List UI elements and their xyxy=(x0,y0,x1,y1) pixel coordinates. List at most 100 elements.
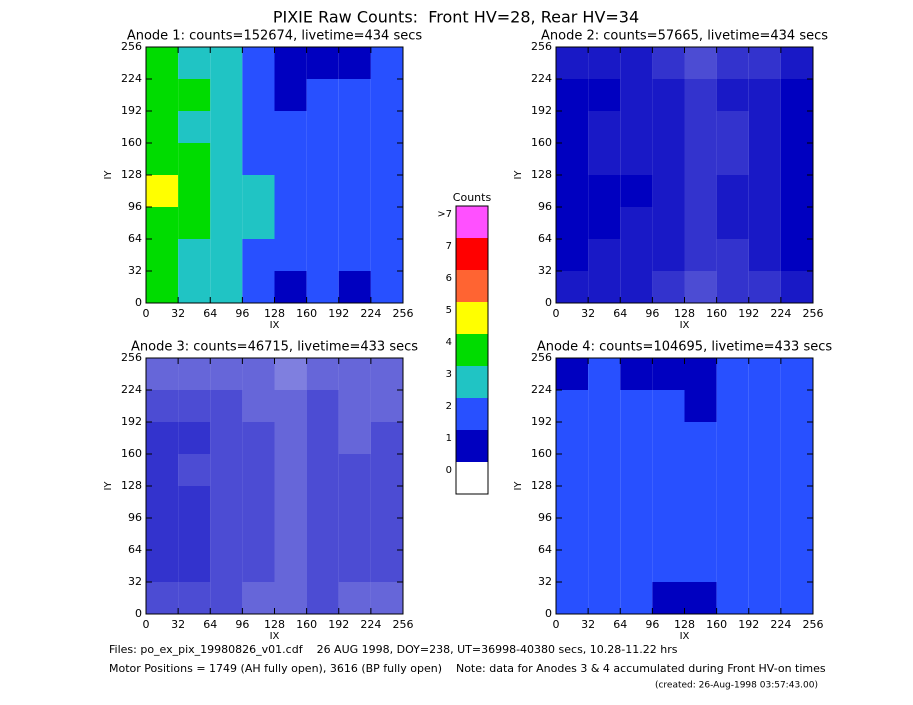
heatmap-cell xyxy=(652,207,685,239)
heatmap-cell xyxy=(748,79,781,111)
heatmap-cell xyxy=(274,239,307,271)
heatmap-cell xyxy=(748,422,781,454)
heatmap-cell xyxy=(652,518,685,550)
y-tick-label: 0 xyxy=(545,607,552,620)
heatmap-cell xyxy=(274,79,307,111)
colorbar-label: 2 xyxy=(446,401,452,412)
heatmap-cell xyxy=(588,271,621,303)
heatmap-cell xyxy=(274,175,307,207)
colorbar-label: 1 xyxy=(446,433,452,444)
panel-title: Anode 4: counts=104695, livetime=433 sec… xyxy=(537,340,833,355)
heatmap-cell xyxy=(178,47,211,79)
y-tick-label: 192 xyxy=(121,415,142,428)
heatmap-cell xyxy=(588,518,621,550)
heatmap-cell xyxy=(588,175,621,207)
x-tick-label: 192 xyxy=(328,307,349,320)
y-tick-label: 64 xyxy=(538,232,552,245)
heatmap-cell xyxy=(556,239,589,271)
x-tick-label: 256 xyxy=(803,618,824,631)
heatmap-cell xyxy=(620,111,653,143)
heatmap-cell xyxy=(274,207,307,239)
heatmap-cell xyxy=(556,454,589,486)
heatmap-cell xyxy=(274,358,307,390)
color-swatch xyxy=(456,462,488,494)
heatmap-cell xyxy=(620,271,653,303)
heatmap-cell xyxy=(274,486,307,518)
heatmap-cell xyxy=(620,47,653,79)
heatmap-cell xyxy=(338,239,371,271)
heatmap-cell xyxy=(146,358,179,390)
x-tick-label: 64 xyxy=(613,618,627,631)
panel-title: Anode 3: counts=46715, livetime=433 secs xyxy=(131,340,418,355)
heatmap-cell xyxy=(748,143,781,175)
colorbar-label: 5 xyxy=(446,305,452,316)
heatmap-cell xyxy=(684,422,717,454)
heatmap-cell xyxy=(338,79,371,111)
heatmap-cell xyxy=(242,143,275,175)
heatmap-cell xyxy=(588,550,621,582)
footer-created: (created: 26-Aug-1998 03:57:43.00) xyxy=(655,681,818,691)
heatmap-cell xyxy=(146,454,179,486)
heatmap-cell xyxy=(338,486,371,518)
heatmap-cell xyxy=(588,486,621,518)
x-tick-label: 32 xyxy=(171,307,185,320)
heatmap-cell xyxy=(306,271,339,303)
y-tick-label: 224 xyxy=(121,72,142,85)
heatmap-cell xyxy=(556,390,589,422)
y-tick-label: 224 xyxy=(531,383,552,396)
x-tick-label: 256 xyxy=(393,618,414,631)
heatmap-cell xyxy=(780,454,813,486)
heatmap-cell xyxy=(274,390,307,422)
heatmap-cell xyxy=(716,47,749,79)
heatmap-cell xyxy=(338,358,371,390)
heatmap-cell xyxy=(556,422,589,454)
heatmap-cell xyxy=(306,518,339,550)
heatmap-cell xyxy=(652,79,685,111)
heatmap-cell xyxy=(146,207,179,239)
heatmap-cell xyxy=(684,175,717,207)
heatmap-cell xyxy=(652,111,685,143)
heatmap-cell xyxy=(306,79,339,111)
heatmap-cell xyxy=(780,550,813,582)
heatmap-cell xyxy=(242,47,275,79)
heatmap-cell xyxy=(684,390,717,422)
colorbar-label: >7 xyxy=(437,209,452,220)
x-tick-label: 256 xyxy=(803,307,824,320)
heatmap-cell xyxy=(306,550,339,582)
heatmap-cell xyxy=(242,582,275,614)
heatmap-cell xyxy=(556,486,589,518)
heatmap-cell xyxy=(556,175,589,207)
heatmap-cell xyxy=(306,111,339,143)
heatmap-cell xyxy=(210,358,243,390)
x-tick-label: 256 xyxy=(393,307,414,320)
heatmap-cell xyxy=(210,422,243,454)
y-tick-label: 160 xyxy=(121,136,142,149)
heatmap-cell xyxy=(716,207,749,239)
heatmap-cell xyxy=(588,582,621,614)
heatmap-cell xyxy=(242,422,275,454)
heatmap-cell xyxy=(556,358,589,390)
heatmap-cell xyxy=(146,175,179,207)
y-tick-label: 96 xyxy=(538,511,552,524)
x-axis-label: IX xyxy=(270,631,280,642)
y-tick-label: 64 xyxy=(128,232,142,245)
heatmap-cell xyxy=(780,207,813,239)
heatmap-cell xyxy=(242,486,275,518)
heatmap-cell xyxy=(370,422,403,454)
heatmap-cell xyxy=(338,422,371,454)
heatmap-cell xyxy=(556,47,589,79)
heatmap-cell xyxy=(716,422,749,454)
x-tick-label: 160 xyxy=(296,307,317,320)
heatmap-cell xyxy=(684,271,717,303)
heatmap-cell xyxy=(178,111,211,143)
heatmap-cell xyxy=(620,358,653,390)
heatmap-cell xyxy=(748,582,781,614)
y-tick-label: 32 xyxy=(538,575,552,588)
heatmap-cell xyxy=(780,143,813,175)
heatmap-cell xyxy=(370,47,403,79)
heatmap-cell xyxy=(370,582,403,614)
heatmap-cell xyxy=(178,79,211,111)
heatmap-cell xyxy=(274,454,307,486)
heatmap-cell xyxy=(556,207,589,239)
heatmap-cell xyxy=(748,454,781,486)
